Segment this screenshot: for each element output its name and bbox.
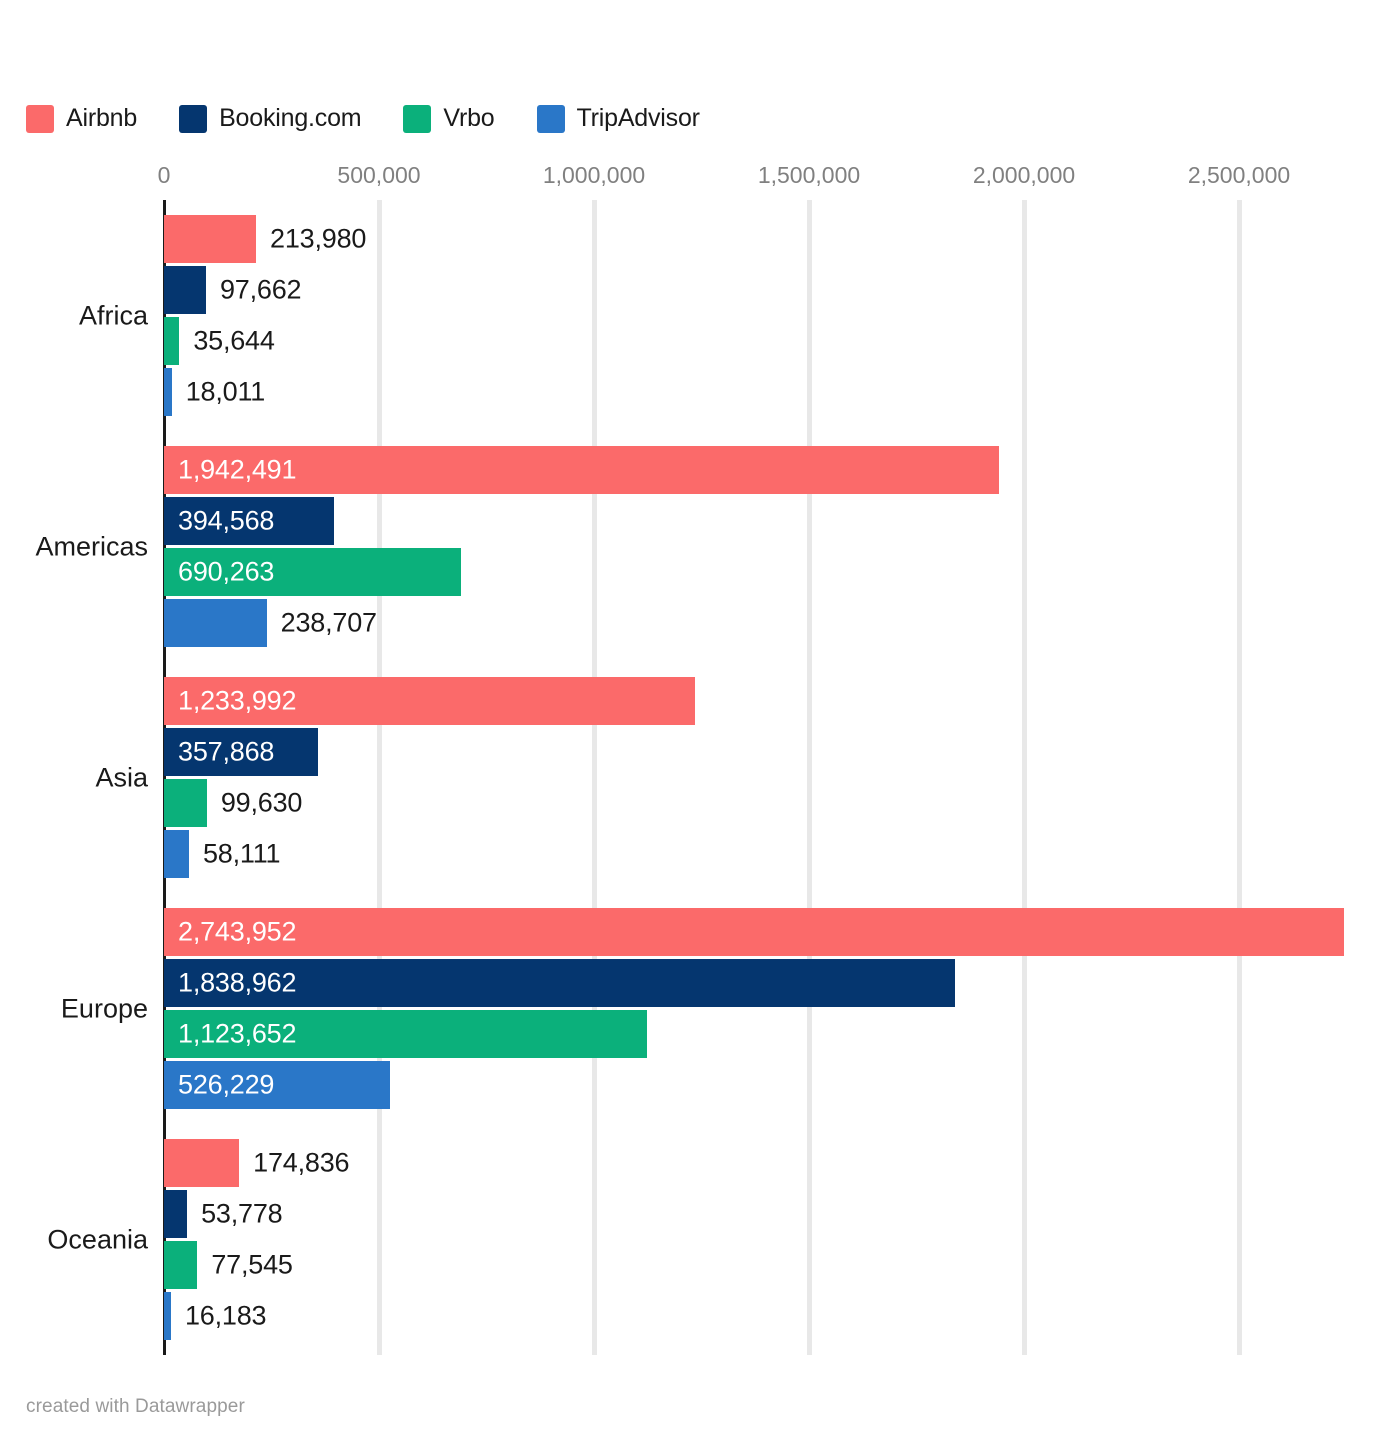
legend-swatch-icon bbox=[26, 104, 54, 133]
bar-tripadvisor[interactable] bbox=[164, 1061, 391, 1109]
bar-booking-com[interactable] bbox=[164, 497, 334, 545]
bar-vrbo[interactable] bbox=[164, 1010, 648, 1058]
bar-row: 1,942,491 bbox=[164, 446, 1368, 494]
bar-value-label: 394,568 bbox=[178, 505, 275, 536]
bar-value-label: 99,630 bbox=[220, 787, 303, 818]
chart-credit: created with Datawrapper bbox=[26, 1396, 245, 1417]
bar-airbnb[interactable] bbox=[164, 446, 1000, 494]
bar-tripadvisor[interactable] bbox=[164, 830, 189, 878]
bar-tripadvisor[interactable] bbox=[164, 368, 172, 416]
x-axis-tick-label: 2,500,000 bbox=[1187, 162, 1291, 188]
gridline bbox=[1237, 200, 1242, 1355]
axis-baseline bbox=[163, 200, 166, 1355]
bar-row: 394,568 bbox=[164, 497, 1368, 545]
gridline bbox=[377, 200, 382, 1355]
x-axis-tick-labels: 0 500,000 1,000,000 1,500,000 2,000,000 2,500… bbox=[158, 162, 1368, 194]
x-axis-tick-label: 1,500,000 bbox=[757, 162, 861, 188]
bar-row: 1,233,992 bbox=[164, 677, 1368, 725]
bar-airbnb[interactable] bbox=[164, 1139, 240, 1187]
bar-tripadvisor[interactable] bbox=[164, 1292, 171, 1340]
bar-row: 174,836 bbox=[164, 1139, 1368, 1187]
bar-row: 1,123,652 bbox=[164, 1010, 1368, 1058]
legend-label: TripAdvisor bbox=[576, 104, 700, 132]
bar-value-label: 97,662 bbox=[219, 274, 302, 305]
category-label: Africa bbox=[78, 300, 148, 331]
bar-booking-com[interactable] bbox=[164, 266, 206, 314]
bar-value-label: 174,836 bbox=[253, 1147, 350, 1178]
bar-value-label: 77,545 bbox=[211, 1249, 293, 1280]
category-label: Europe bbox=[60, 993, 148, 1024]
bar-row: 77,545 bbox=[164, 1241, 1368, 1289]
bar-value-label: 1,838,962 bbox=[178, 967, 297, 998]
bar-value-label: 1,233,992 bbox=[178, 685, 297, 716]
bar-row: 99,630 bbox=[164, 779, 1368, 827]
chart-legend: Airbnb Booking.com Vrbo TripAdvisor bbox=[26, 104, 742, 133]
bar-vrbo[interactable] bbox=[164, 317, 180, 365]
bar-row: 53,778 bbox=[164, 1190, 1368, 1238]
bar-row: 97,662 bbox=[164, 266, 1368, 314]
bar-value-label: 16,183 bbox=[184, 1300, 267, 1331]
bar-booking-com[interactable] bbox=[164, 728, 318, 776]
legend-label: Airbnb bbox=[66, 104, 138, 132]
plot-area: Africa 213,980 97,662 35,644 18,011 Americas 1… bbox=[35, 200, 1368, 1355]
x-axis-tick-label: 2,000,000 bbox=[972, 162, 1076, 188]
bar-row: 16,183 bbox=[164, 1292, 1368, 1340]
bar-airbnb[interactable] bbox=[164, 215, 256, 263]
bar-row: 58,111 bbox=[164, 830, 1368, 878]
bar-vrbo[interactable] bbox=[164, 548, 461, 596]
legend-swatch-icon bbox=[403, 104, 432, 133]
bar-row: 357,868 bbox=[164, 728, 1368, 776]
bar-vrbo[interactable] bbox=[164, 779, 207, 827]
bar-group-africa: Africa 213,980 97,662 35,644 18,011 bbox=[78, 200, 1368, 431]
legend-label: Vrbo bbox=[443, 104, 495, 132]
gridline bbox=[807, 200, 812, 1355]
bar-value-label: 2,743,952 bbox=[178, 916, 297, 947]
bar-row: 18,011 bbox=[164, 368, 1368, 416]
bar-row: 2,743,952 bbox=[164, 908, 1368, 956]
bar-value-label: 35,644 bbox=[193, 325, 275, 356]
bar-value-label: 357,868 bbox=[178, 736, 275, 767]
legend-label: Booking.com bbox=[219, 104, 362, 132]
bar-booking-com[interactable] bbox=[164, 1190, 188, 1238]
bar-airbnb[interactable] bbox=[164, 677, 695, 725]
legend-item-tripadvisor[interactable]: TripAdvisor bbox=[536, 104, 700, 133]
bar-group-asia: Asia 1,233,992 357,868 99,630 58,111 bbox=[95, 662, 1368, 893]
bar-group-oceania: Oceania 174,836 53,778 77,545 16,183 bbox=[47, 1124, 1368, 1355]
x-axis-tick-label: 1,000,000 bbox=[542, 162, 646, 188]
legend-item-airbnb[interactable]: Airbnb bbox=[26, 104, 137, 133]
bar-group-europe: Europe 2,743,952 1,838,962 1,123,652 526,229 bbox=[60, 893, 1368, 1124]
legend-item-booking-com[interactable]: Booking.com bbox=[179, 104, 362, 133]
gridline bbox=[592, 200, 597, 1355]
bar-booking-com[interactable] bbox=[164, 959, 955, 1007]
bar-group-americas: Americas 1,942,491 394,568 690,263 238,707 bbox=[35, 431, 1368, 662]
legend-swatch-icon bbox=[536, 104, 565, 133]
category-label: Oceania bbox=[47, 1224, 148, 1255]
category-label: Asia bbox=[95, 762, 148, 793]
legend-swatch-icon bbox=[179, 104, 208, 133]
bar-row: 238,707 bbox=[164, 599, 1368, 647]
bar-tripadvisor[interactable] bbox=[164, 599, 267, 647]
bar-row: 35,644 bbox=[164, 317, 1368, 365]
bar-row: 690,263 bbox=[164, 548, 1368, 596]
bar-value-label: 526,229 bbox=[178, 1069, 275, 1100]
bar-value-label: 238,707 bbox=[280, 607, 377, 638]
category-label: Americas bbox=[35, 531, 148, 562]
legend-item-vrbo[interactable]: Vrbo bbox=[403, 104, 495, 133]
bar-value-label: 58,111 bbox=[202, 838, 281, 869]
bar-row: 526,229 bbox=[164, 1061, 1368, 1109]
bar-value-label: 1,942,491 bbox=[178, 454, 297, 485]
bar-value-label: 53,778 bbox=[201, 1198, 283, 1229]
bar-value-label: 213,980 bbox=[270, 223, 367, 254]
x-axis-tick-label: 0 bbox=[157, 162, 171, 188]
bar-vrbo[interactable] bbox=[164, 1241, 198, 1289]
x-axis-tick-label: 500,000 bbox=[337, 162, 421, 188]
bar-row: 1,838,962 bbox=[164, 959, 1368, 1007]
bar-value-label: 18,011 bbox=[185, 376, 266, 407]
bar-value-label: 1,123,652 bbox=[178, 1018, 297, 1049]
bar-value-label: 690,263 bbox=[178, 556, 275, 587]
bar-airbnb[interactable] bbox=[164, 908, 1344, 956]
bar-row: 213,980 bbox=[164, 215, 1368, 263]
gridline bbox=[1022, 200, 1027, 1355]
